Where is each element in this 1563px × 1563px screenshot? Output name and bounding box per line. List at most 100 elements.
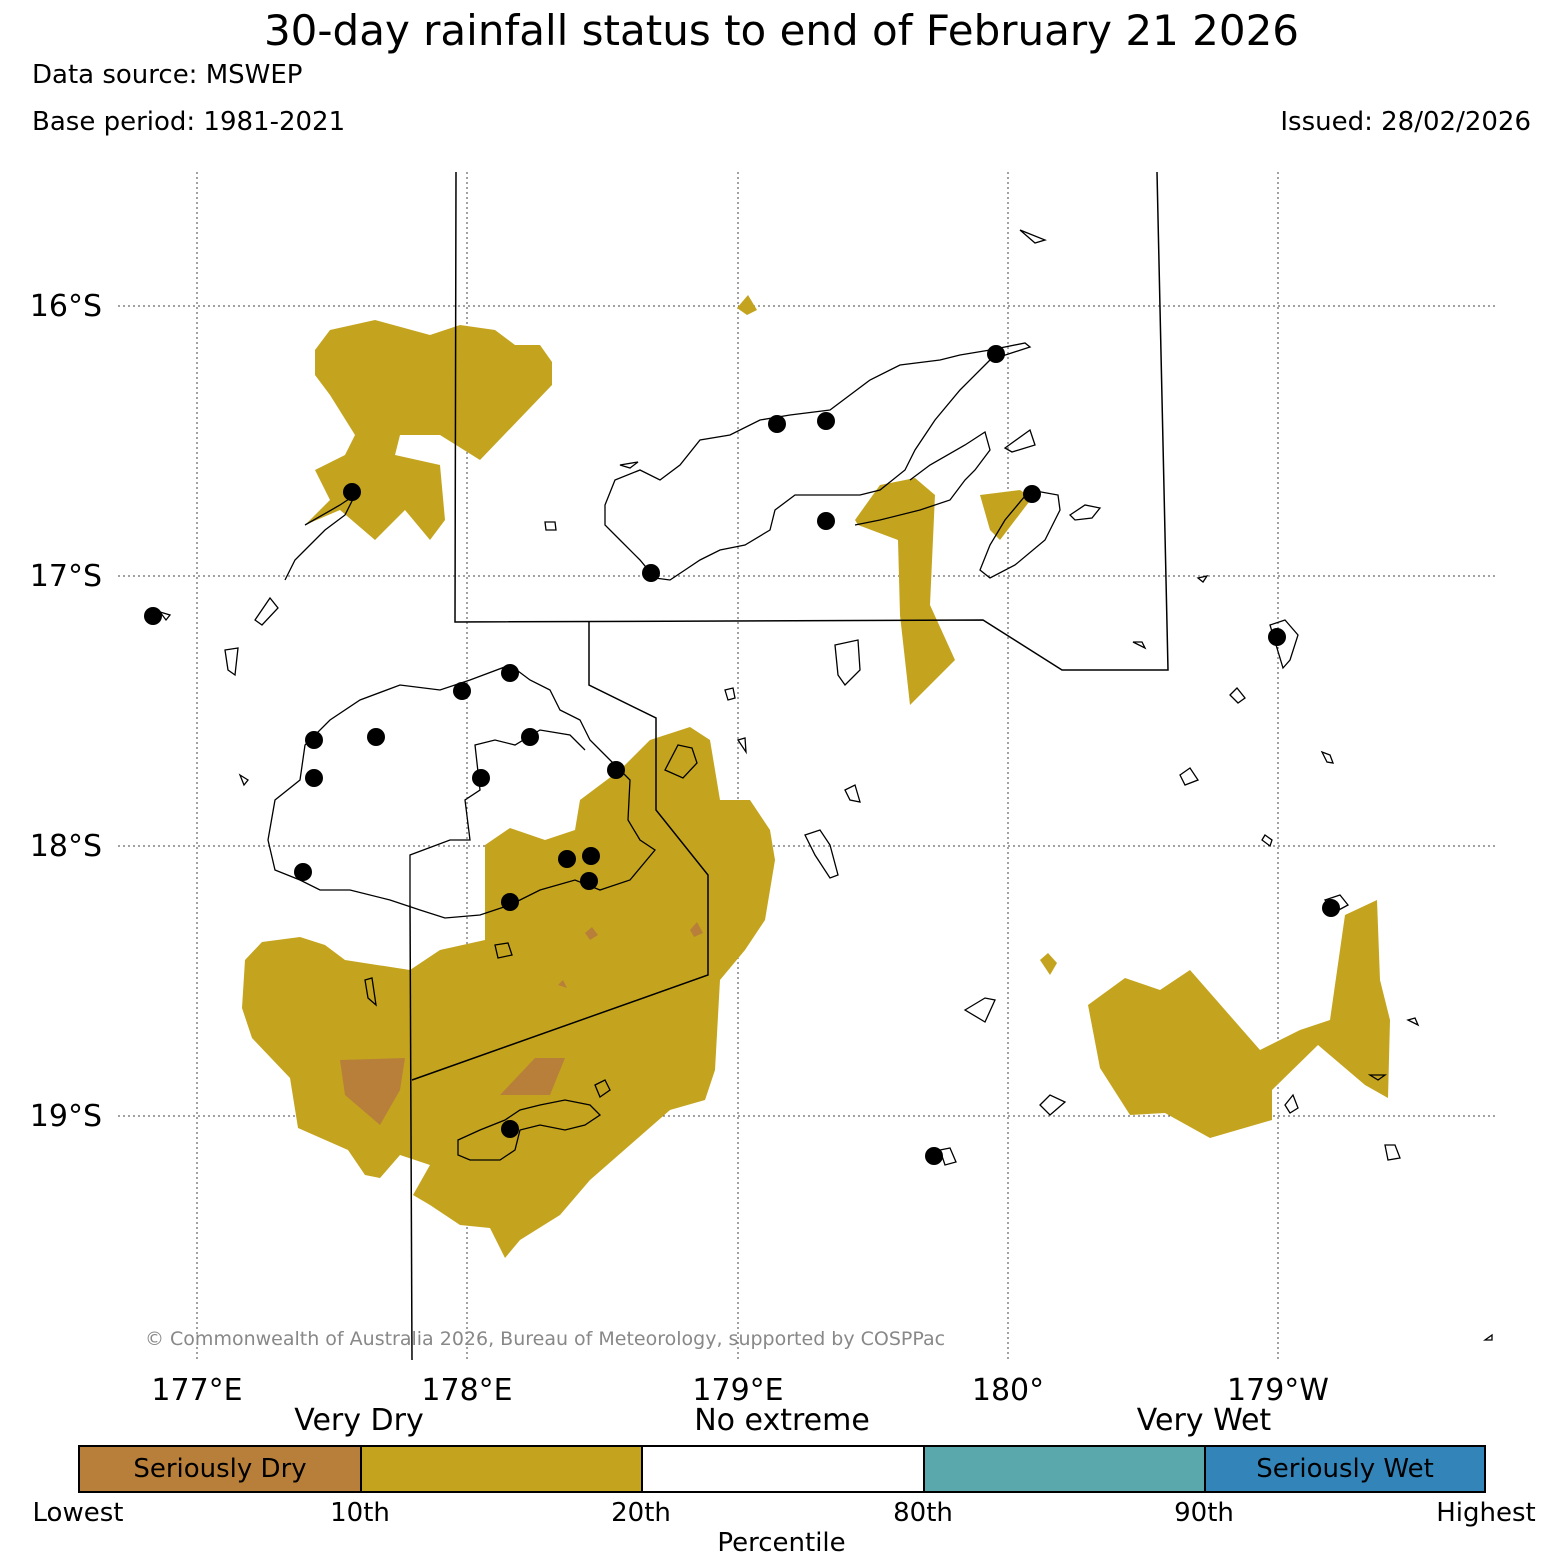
lon-label-179w: 179°W [1227,1373,1329,1408]
island-misc-5 [494,942,513,959]
legend-box-very-wet [923,1445,1204,1493]
seriously-dry-spot-3 [558,980,567,988]
island-misc-8 [844,784,861,803]
dry-area-central-north [855,478,955,705]
station-marker [294,863,312,881]
island-north-3 [1068,504,1102,521]
legend-tick-highest: Highest [1436,1498,1536,1528]
coast-viti-levu [267,664,656,919]
issued-date-label: Issued: 28/02/2026 [1280,107,1531,137]
legend-box-no-extreme [641,1445,923,1493]
legend-box-seriously-dry: Seriously Dry [78,1445,360,1493]
seriously-dry-area-south [500,1058,565,1095]
island-misc-4 [364,977,377,1007]
island-east-6 [1261,834,1273,848]
island-lau-2 [1269,619,1299,670]
island-misc-9 [939,1147,957,1166]
island-east-3 [1284,1093,1299,1114]
seriously-dry-spot-2 [690,922,703,937]
legend-group-no-extreme: No extreme [694,1403,870,1438]
island-east-4 [1384,1144,1401,1161]
boundary-central [411,622,709,1081]
island-misc-12 [1320,750,1335,764]
copyright-notice: © Commonwealth of Australia 2026, Bureau… [145,1328,945,1350]
legend-group-very-wet: Very Wet [1136,1403,1272,1438]
lat-label-19s: 19°S [30,1099,102,1134]
legend-caption-percentile: Percentile [717,1528,846,1558]
lat-label-18s: 18°S [30,829,102,864]
legend-box-seriously-wet: Seriously Wet [1204,1445,1486,1493]
boundary-west-line [409,904,413,1361]
station-marker [453,682,471,700]
very-dry-areas [242,295,1390,1258]
coast-vanua-levu-east [854,430,991,526]
island-east-2 [1229,687,1246,704]
coast-yasawa [284,493,357,581]
island-misc-14 [1482,1333,1493,1341]
station-marker [925,1147,943,1165]
station-marker [1023,485,1041,503]
island-misc-3 [594,1079,611,1098]
island-misc-16 [238,773,249,787]
coastlines [158,229,1493,1341]
station-marker [580,872,598,890]
boundary-north-box [454,171,1169,671]
island-west-1 [254,596,279,626]
coast-taveuni [979,489,1061,579]
dry-area-north-spot [737,295,757,315]
dry-area-south-large [242,727,775,1258]
station-marker [607,761,625,779]
station-marker [1322,899,1340,917]
lat-label-16s: 16°S [30,289,102,324]
station-marker [558,850,576,868]
station-marker [501,664,519,682]
island-north-1 [1019,229,1047,244]
legend-tick-20th: 20th [611,1498,671,1528]
island-north-2 [1003,428,1036,453]
coast-viti-levu-inner [409,729,586,905]
island-misc-2 [619,461,639,469]
rain-stations [144,345,1340,1165]
seriously-dry-areas [340,922,703,1125]
station-marker [501,1120,519,1138]
island-gau [834,639,861,687]
station-marker [582,847,600,865]
station-marker [521,728,539,746]
island-east-1 [1179,767,1199,786]
dry-area-east-islands [1088,900,1390,1138]
legend-group-very-dry: Very Dry [294,1403,424,1438]
station-marker [1268,628,1286,646]
region-boundaries [409,171,1169,1361]
island-misc-15 [158,610,172,622]
station-marker [768,415,786,433]
station-marker [817,512,835,530]
base-period-label: Base period: 1981-2021 [32,107,346,137]
seriously-dry-spot-1 [585,927,598,940]
lon-label-179e: 179°E [692,1373,783,1408]
station-marker [305,769,323,787]
station-marker [144,607,162,625]
legend-box-very-dry [360,1445,641,1493]
station-marker [305,731,323,749]
island-misc-10 [1196,575,1209,583]
lon-label-177e: 177°E [151,1373,242,1408]
station-marker [642,564,660,582]
island-lau-3 [1406,1017,1420,1027]
lat-label-17s: 17°S [30,559,102,594]
station-marker [343,483,361,501]
dry-area-east-spot [1040,953,1057,975]
island-misc-11 [1132,641,1147,650]
island-east-5 [1039,1094,1067,1116]
station-marker [817,412,835,430]
coast-vanua-levu [604,342,1032,581]
island-misc-1 [544,521,557,531]
lon-label-180: 180° [972,1373,1044,1408]
island-misc-6 [724,687,736,701]
island-west-2 [224,647,239,677]
legend-tick-10th: 10th [330,1498,390,1528]
legend-tick-lowest: Lowest [32,1498,124,1528]
seriously-dry-area-west [340,1058,405,1125]
data-source-label: Data source: MSWEP [32,60,303,90]
dry-area-northwest [305,320,552,540]
